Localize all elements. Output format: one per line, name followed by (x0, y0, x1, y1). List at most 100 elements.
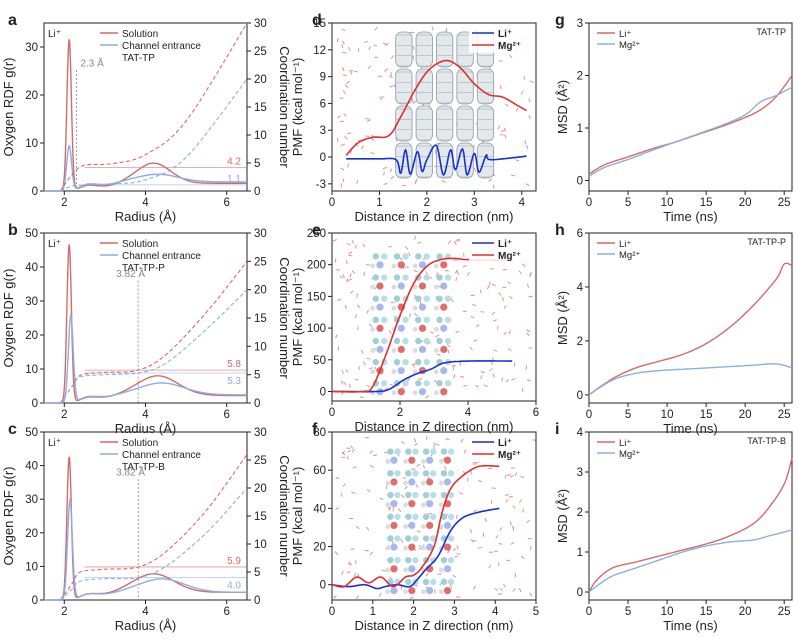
x-tick-label-g: 0 (586, 197, 592, 209)
water-molecule (429, 331, 435, 334)
framework-atom (422, 470, 430, 477)
framework-atom (408, 543, 416, 551)
y2-tick-label-b: 5 (254, 370, 260, 382)
framework-atom (447, 578, 455, 586)
water-molecule (343, 381, 347, 386)
y2-tick-label-c: 10 (254, 539, 267, 551)
water-molecule (362, 243, 366, 248)
cn-solution-value-b: 5.8 (227, 359, 241, 370)
water-molecule (368, 323, 373, 328)
y-tick-label-d: 0 (320, 152, 326, 164)
y-tick-label-b: 30 (25, 296, 38, 308)
framework-atom (412, 390, 418, 396)
water-molecule (336, 137, 339, 143)
legend-entry-a-0: Solution (122, 29, 158, 40)
water-molecule (368, 46, 371, 51)
water-molecule (505, 378, 510, 383)
water-molecule (470, 315, 475, 319)
water-molecule (425, 435, 428, 440)
water-molecule (425, 395, 429, 399)
water-molecule (389, 85, 394, 88)
y2-tick-label-b: 30 (254, 228, 267, 240)
water-molecule (413, 313, 418, 317)
framework-tube (415, 31, 433, 68)
framework-atom (370, 348, 375, 353)
y2-tick-label-a: 10 (254, 130, 267, 142)
y2-tick-label-b: 25 (254, 256, 267, 268)
water-molecule (356, 304, 361, 309)
x-tick-label-d: 4 (519, 197, 526, 209)
water-molecule (525, 183, 530, 187)
water-molecule (528, 295, 533, 298)
y-axis-label-c: Oxygen RDF g(r) (1, 467, 16, 566)
framework-atom (440, 470, 448, 477)
framework-atom (443, 565, 452, 573)
plot-frame-h (588, 232, 793, 404)
framework-atom (408, 521, 416, 530)
framework-atom (440, 366, 448, 375)
framework-atom (408, 500, 416, 508)
framework-atom (412, 470, 419, 477)
legend-entry-e-0: Li⁺ (498, 239, 512, 250)
water-molecule (459, 491, 464, 495)
framework-atom (385, 567, 391, 573)
water-molecule (346, 278, 349, 283)
x-tick-label-g: 15 (700, 197, 713, 209)
framework-atom (394, 491, 401, 499)
y-axis-label-i: MSD (Å²) (555, 489, 570, 543)
framework-atom (376, 303, 384, 311)
framework-atom (385, 502, 391, 508)
water-molecule (345, 260, 348, 265)
framework-atom (408, 586, 416, 595)
y-tick-label-f: 80 (313, 427, 326, 439)
water-molecule (529, 80, 534, 84)
marker-label-b: 3.82 Å (116, 267, 145, 280)
water-molecule (369, 367, 374, 370)
water-molecule (518, 588, 522, 593)
water-molecule (512, 588, 516, 592)
water-molecule (450, 298, 454, 303)
framework-atom (430, 556, 437, 564)
y2-tick-label-a: 20 (254, 74, 267, 86)
y-tick-label-d: -3 (316, 179, 326, 191)
y-tick-label-c: 50 (25, 427, 38, 439)
water-molecule (447, 240, 452, 245)
y-axis-label-b: Oxygen RDF g(r) (1, 269, 16, 368)
legend-entry-g-1: Mg²⁺ (619, 40, 640, 51)
y-axis-label-a: Oxygen RDF g(r) (1, 58, 16, 157)
panel-b: b 2 4 6 0 10 20 30 40 50 0 5 10 15 20 25 30 Radius (Å) Oxy… (1, 222, 292, 436)
water-molecule (366, 119, 371, 123)
water-molecule (528, 98, 531, 103)
water-molecule (340, 492, 343, 497)
framework-atom (438, 502, 444, 508)
water-molecule (355, 595, 360, 599)
framework-atom (443, 521, 452, 530)
framework-atom (447, 513, 455, 520)
water-molecule (367, 65, 372, 70)
framework-atom (426, 543, 434, 551)
framework-atom (423, 337, 430, 345)
framework-atom (391, 348, 397, 353)
water-molecule (437, 573, 442, 575)
pmf-curve-d-0 (346, 144, 527, 177)
marker-label-a: 2.3 Å (80, 57, 104, 70)
framework-tube (456, 105, 474, 142)
cn-curve-b-0 (59, 260, 248, 404)
framework-atom (447, 491, 455, 499)
framework-atom (447, 556, 455, 564)
marker-label-c: 3.82 Å (116, 466, 145, 479)
y-tick-label-i: 2 (577, 507, 583, 519)
y-tick-label-g: 2 (577, 71, 583, 83)
water-molecule (384, 68, 388, 72)
ion-label-c: Li⁺ (48, 438, 61, 449)
water-molecule (521, 263, 526, 267)
framework-atom (423, 253, 430, 260)
framework-atom (438, 480, 444, 486)
panel-letter-c: c (8, 421, 17, 438)
legend-entry-d-1: Mg²⁺ (498, 41, 521, 52)
framework-atom (394, 470, 401, 477)
water-molecule (404, 246, 409, 250)
framework-tube (436, 105, 454, 142)
framework-atom (381, 274, 388, 281)
panel-letter-b: b (8, 222, 18, 239)
